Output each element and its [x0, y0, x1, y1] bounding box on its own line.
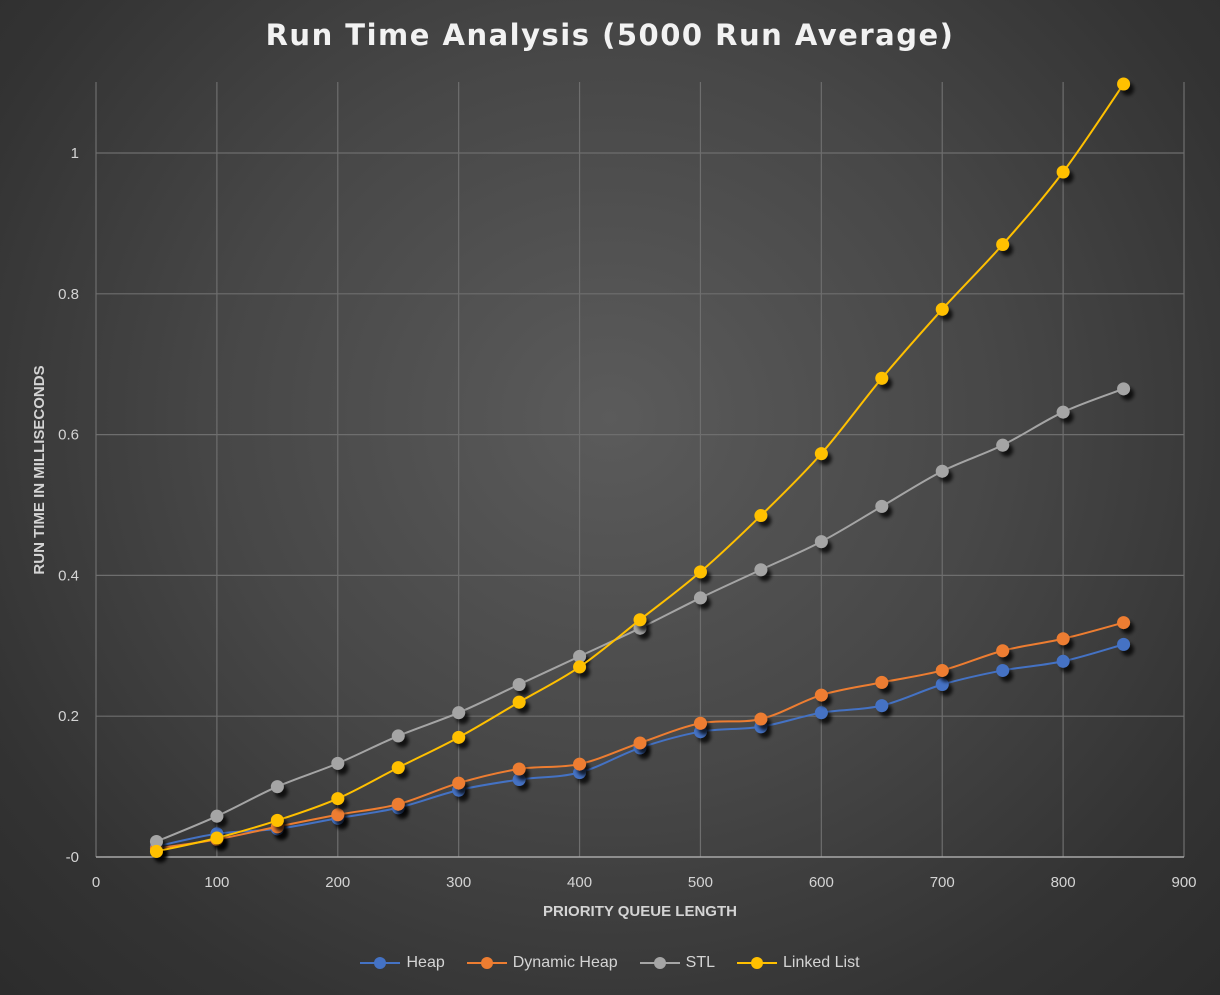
series-line-dynamic-heap: [156, 621, 1124, 850]
legend-swatch-stl: [639, 956, 680, 970]
data-point-linked-list: [1117, 77, 1131, 91]
data-point-stl: [210, 809, 224, 823]
legend-label: Heap: [406, 954, 445, 971]
legend-label: Linked List: [783, 954, 860, 971]
data-point-linked-list: [935, 302, 949, 316]
data-point-dynamic-heap: [814, 688, 828, 702]
data-point-dynamic-heap: [1117, 616, 1131, 630]
series-linked-list: [149, 77, 1131, 858]
data-point-heap: [935, 678, 949, 692]
legend-item-dynamic-heap: Dynamic Heap: [466, 954, 618, 972]
data-point-heap: [875, 699, 889, 713]
x-tick-label: 500: [688, 874, 713, 891]
data-point-stl: [512, 678, 526, 692]
y-tick-label: 0.8: [58, 286, 79, 303]
data-point-linked-list: [452, 730, 466, 744]
data-point-stl: [693, 591, 707, 605]
data-point-stl: [149, 835, 163, 849]
x-tick-label: 400: [567, 874, 592, 891]
data-point-dynamic-heap: [875, 675, 889, 689]
x-tick-label: 800: [1051, 874, 1076, 891]
data-point-dynamic-heap: [996, 644, 1010, 658]
data-point-linked-list: [149, 844, 163, 858]
legend: Heap Dynamic Heap STL Linked List: [0, 954, 1220, 972]
data-point-stl: [814, 535, 828, 549]
data-point-dynamic-heap: [754, 712, 768, 726]
y-tick-label: 0.4: [58, 567, 79, 584]
x-tick-label: 600: [809, 874, 834, 891]
legend-label: STL: [685, 954, 716, 971]
series-line-linked-list: [156, 83, 1125, 853]
data-point-stl: [996, 438, 1010, 452]
tick-labels: 0 100 200 300 400 500 600 700 800 900 -0 0.2 0.4 0.6 0…: [58, 145, 1196, 891]
data-point-dynamic-heap: [512, 762, 526, 776]
y-tick-label: -0: [66, 849, 79, 866]
data-point-dynamic-heap: [452, 776, 466, 790]
x-axis-title: PRIORITY QUEUE LENGTH: [543, 903, 737, 920]
data-point-linked-list: [331, 792, 345, 806]
data-point-stl: [331, 756, 345, 770]
chart-title: Run Time Analysis (5000 Run Average): [265, 18, 955, 52]
data-point-heap: [512, 773, 526, 787]
data-point-stl: [1117, 382, 1131, 396]
data-point-stl: [875, 499, 889, 513]
data-point-linked-list: [1056, 165, 1070, 179]
x-tick-label: 200: [325, 874, 350, 891]
y-tick-label: 0.2: [58, 708, 79, 725]
legend-item-heap: Heap: [360, 954, 445, 972]
data-point-linked-list: [633, 613, 647, 627]
legend-label: Dynamic Heap: [512, 954, 618, 971]
data-point-stl: [391, 729, 405, 743]
x-tick-label: 0: [92, 874, 100, 891]
data-point-stl: [452, 706, 466, 720]
data-point-linked-list: [996, 238, 1010, 252]
legend-swatch-dynamic-heap: [466, 956, 507, 970]
legend-swatch-heap: [360, 956, 401, 970]
data-point-stl: [270, 780, 284, 794]
x-tick-label: 900: [1171, 874, 1196, 891]
data-point-stl: [573, 649, 587, 663]
data-point-linked-list: [270, 813, 284, 827]
data-point-linked-list: [210, 831, 224, 845]
data-point-dynamic-heap: [1056, 632, 1070, 646]
data-point-dynamic-heap: [935, 663, 949, 677]
y-axis-title: RUN TIME IN MILLISECONDS: [31, 365, 48, 574]
legend-item-stl: STL: [639, 954, 716, 972]
y-tick-label: 1: [71, 145, 79, 162]
data-point-dynamic-heap: [573, 757, 587, 771]
data-point-dynamic-heap: [331, 808, 345, 822]
x-tick-label: 700: [930, 874, 955, 891]
data-point-heap: [814, 706, 828, 720]
data-point-dynamic-heap: [693, 716, 707, 730]
data-point-dynamic-heap: [633, 736, 647, 750]
series-dynamic-heap: [149, 616, 1131, 856]
data-point-linked-list: [573, 660, 587, 674]
data-point-linked-list: [754, 509, 768, 523]
data-point-stl: [754, 563, 768, 577]
data-point-stl: [935, 464, 949, 478]
x-tick-label: 300: [446, 874, 471, 891]
x-tick-label: 100: [204, 874, 229, 891]
series-layer: [149, 77, 1131, 858]
data-point-heap: [1056, 654, 1070, 668]
data-point-linked-list: [814, 447, 828, 461]
data-point-linked-list: [693, 565, 707, 579]
data-point-heap: [1117, 637, 1131, 651]
y-tick-label: 0.6: [58, 427, 79, 444]
data-point-heap: [996, 663, 1010, 677]
grid-lines: [95, 82, 1185, 857]
data-point-linked-list: [512, 695, 526, 709]
data-point-linked-list: [391, 761, 405, 775]
data-point-dynamic-heap: [391, 797, 405, 811]
legend-swatch-linked-list: [737, 956, 778, 970]
legend-item-linked-list: Linked List: [737, 954, 860, 972]
data-point-linked-list: [875, 371, 889, 385]
data-point-stl: [1056, 405, 1070, 419]
